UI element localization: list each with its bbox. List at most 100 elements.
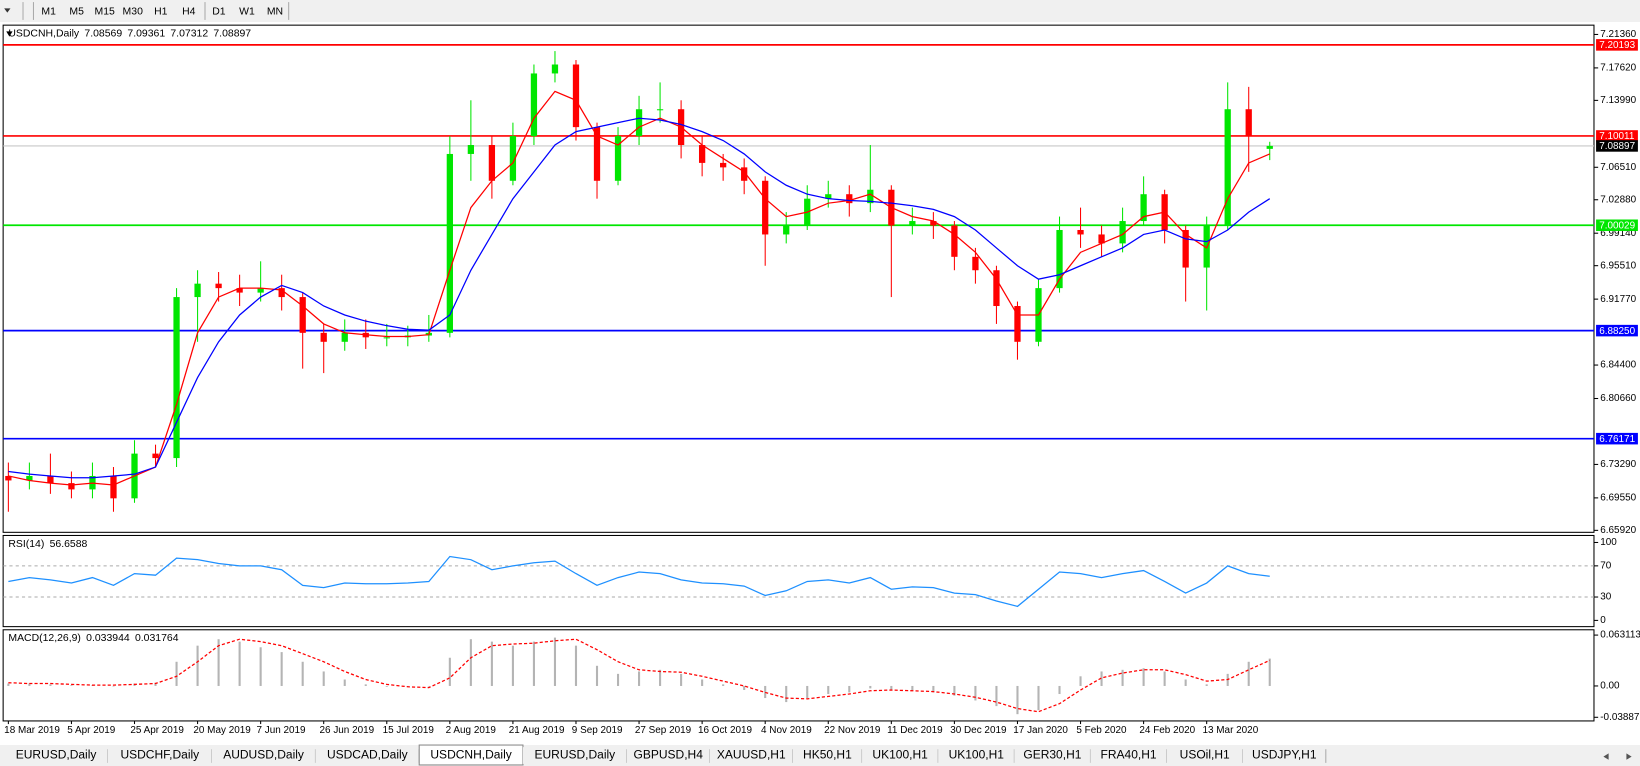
histogram-bar — [1037, 685, 1040, 711]
timeframe-label[interactable]: H4 — [182, 6, 196, 17]
level-label: 6.76171 — [1599, 434, 1635, 445]
tab-label[interactable]: USDCAD,Daily — [327, 748, 408, 762]
tab[interactable] — [1166, 747, 1243, 764]
y-tick-label: 7.06510 — [1600, 162, 1636, 173]
timeframe-button[interactable] — [233, 2, 261, 20]
timeframe-button[interactable] — [175, 2, 202, 20]
timeframe-label[interactable]: MN — [267, 6, 283, 17]
histogram-bar — [1142, 668, 1145, 686]
histogram-bar — [1121, 669, 1124, 686]
tab-label[interactable]: GBPUSD,H4 — [634, 748, 704, 762]
candle-body — [26, 475, 33, 481]
histogram-bar — [595, 665, 599, 686]
tab-scroll-left[interactable] — [1603, 753, 1609, 760]
tab[interactable] — [1242, 747, 1326, 764]
histogram-bar — [259, 647, 262, 686]
histogram-bar — [1058, 685, 1061, 695]
tab-label[interactable]: GER30,H1 — [1023, 748, 1081, 762]
x-tick-label: 4 Nov 2019 — [761, 725, 812, 736]
histogram-bar — [1163, 671, 1166, 686]
moving-average — [8, 90, 1270, 486]
tab-label[interactable]: USDCNH,Daily — [430, 748, 511, 762]
candle-body — [110, 475, 117, 499]
histogram-bar — [343, 679, 346, 686]
panel-frame — [2, 24, 1595, 533]
histogram-bar — [1016, 685, 1019, 715]
timeframe-label[interactable]: M1 — [41, 6, 56, 17]
timeframe-label[interactable]: M15 — [95, 6, 116, 17]
timeframe-label[interactable]: D1 — [212, 6, 226, 17]
tab-label[interactable]: XAUUSD,H1 — [717, 748, 786, 762]
timeframe-button[interactable] — [147, 2, 174, 20]
candle-body — [1077, 229, 1084, 235]
tab[interactable] — [792, 747, 863, 764]
tab-label[interactable]: UK100,H1 — [872, 748, 928, 762]
header-part: 7.07312 — [170, 28, 208, 39]
tab[interactable] — [862, 747, 939, 764]
x-tick-label: 16 Oct 2019 — [698, 725, 753, 736]
candle-body — [909, 221, 916, 226]
tab[interactable] — [1090, 747, 1167, 764]
candle-body — [1224, 109, 1231, 226]
timeframe-button[interactable] — [35, 2, 62, 20]
candle-body — [972, 256, 979, 271]
y-tick-label: 7.17620 — [1600, 63, 1636, 74]
active-tab[interactable] — [418, 744, 524, 766]
histogram-bar — [574, 645, 578, 686]
timeframe-label[interactable]: M5 — [69, 6, 84, 17]
tab-label[interactable]: EURUSD,Daily — [16, 748, 97, 762]
timeframe-button[interactable] — [63, 2, 90, 20]
tab[interactable] — [107, 747, 212, 764]
x-tick-label: 26 Jun 2019 — [320, 725, 375, 736]
tab-label[interactable]: USOil,H1 — [1180, 748, 1230, 762]
tab-label[interactable]: UK100,H1 — [949, 748, 1005, 762]
tab[interactable] — [522, 747, 627, 764]
candle-body — [152, 453, 159, 459]
histogram-bar — [70, 685, 73, 686]
x-tick-label: 17 Jan 2020 — [1013, 725, 1068, 736]
timeframe-button[interactable] — [119, 2, 146, 20]
tab[interactable] — [709, 747, 793, 764]
timeframe-label[interactable]: H1 — [154, 6, 168, 17]
x-tick-label: 30 Dec 2019 — [950, 725, 1007, 736]
y-tick-label: 0 — [1600, 615, 1606, 626]
histogram-bar — [616, 673, 620, 686]
tab[interactable] — [938, 747, 1015, 764]
tab-label[interactable]: FRA40,H1 — [1101, 748, 1157, 762]
tab-label[interactable]: HK50,H1 — [803, 748, 852, 762]
x-tick-label: 22 Nov 2019 — [824, 725, 881, 736]
level-label-box — [1596, 39, 1638, 51]
level-label: 7.00029 — [1599, 220, 1635, 231]
candle-body — [698, 145, 706, 163]
tab[interactable] — [1014, 747, 1091, 764]
y-tick-label: 6.80660 — [1600, 393, 1636, 404]
timeframe-label[interactable]: M30 — [123, 6, 144, 17]
candle-body — [572, 64, 580, 128]
tab[interactable] — [4, 747, 108, 764]
tab[interactable] — [626, 747, 710, 764]
tab-label[interactable]: EURUSD,Daily — [534, 748, 615, 762]
histogram-bar — [701, 679, 704, 686]
histogram-bar — [806, 685, 809, 699]
timeframe-button[interactable] — [261, 2, 289, 20]
tab-scroll-right[interactable] — [1626, 753, 1632, 760]
tab[interactable] — [211, 747, 316, 764]
panel-frame — [2, 534, 1595, 628]
tab-label[interactable]: USDCHF,Daily — [120, 748, 199, 762]
tab[interactable] — [315, 747, 420, 764]
tab-label[interactable]: AUDUSD,Daily — [223, 748, 304, 762]
candle-body — [5, 475, 12, 481]
y-tick-label: 6.73290 — [1600, 459, 1636, 470]
candle-body — [635, 109, 643, 137]
timeframe-button[interactable] — [91, 2, 118, 20]
timeframe-label[interactable]: W1 — [239, 6, 255, 17]
timeframe-button[interactable] — [205, 2, 232, 20]
histogram-bar — [196, 645, 199, 686]
histogram-bar — [154, 682, 157, 686]
x-tick-label: 13 Mar 2020 — [1202, 725, 1258, 736]
tab-label[interactable]: USDJPY,H1 — [1252, 748, 1317, 762]
candle-body — [1245, 109, 1252, 137]
y-tick-label: 6.69550 — [1600, 493, 1636, 504]
histogram-bar — [448, 657, 451, 686]
